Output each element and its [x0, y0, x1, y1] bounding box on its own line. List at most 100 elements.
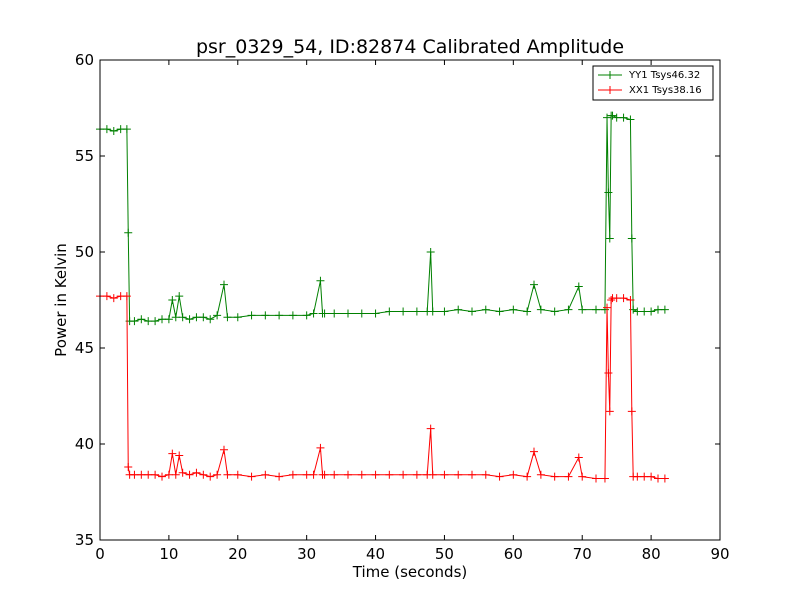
data-point-yy1 — [164, 315, 173, 324]
data-point-xx1 — [509, 470, 518, 479]
data-point-yy1 — [564, 305, 573, 314]
data-point-xx1 — [468, 470, 476, 479]
data-point-xx1 — [523, 472, 532, 481]
data-point-yy1 — [654, 305, 662, 314]
y-tick-label: 35 — [75, 531, 94, 549]
data-point-xx1 — [102, 292, 111, 301]
data-point-xx1 — [233, 470, 242, 479]
data-point-xx1 — [309, 470, 318, 479]
data-point-yy1 — [137, 315, 146, 324]
legend-marker-yy1 — [606, 71, 614, 79]
data-point-xx1 — [536, 470, 545, 479]
data-point-xx1 — [168, 449, 177, 458]
data-point-yy1 — [600, 305, 609, 314]
data-point-xx1 — [275, 472, 284, 481]
data-point-yy1 — [399, 307, 408, 316]
data-point-yy1 — [468, 307, 476, 316]
data-point-xx1 — [660, 474, 669, 483]
data-point-yy1 — [603, 113, 612, 122]
data-point-yy1 — [302, 311, 311, 320]
data-point-xx1 — [223, 470, 232, 479]
y-tick-label: 60 — [75, 51, 94, 69]
data-point-yy1 — [130, 317, 139, 326]
data-point-yy1 — [357, 309, 366, 318]
data-point-xx1 — [199, 470, 208, 479]
y-tick-label: 55 — [75, 147, 94, 165]
data-point-yy1 — [316, 276, 325, 285]
data-point-xx1 — [605, 407, 614, 416]
data-point-xx1 — [175, 451, 184, 460]
data-point-xx1 — [206, 472, 215, 481]
data-point-xx1 — [633, 472, 642, 481]
data-point-yy1 — [344, 309, 352, 318]
series-line-yy1 — [100, 115, 665, 322]
data-point-xx1 — [626, 296, 635, 304]
data-point-xx1 — [151, 470, 160, 479]
data-point-xx1 — [530, 447, 538, 456]
data-point-yy1 — [185, 315, 194, 324]
y-tick-label: 40 — [75, 435, 94, 453]
data-point-yy1 — [640, 307, 649, 316]
data-point-xx1 — [640, 472, 649, 481]
data-point-yy1 — [275, 311, 284, 320]
data-point-xx1 — [647, 472, 656, 481]
data-point-yy1 — [550, 307, 559, 316]
data-point-yy1 — [178, 313, 187, 322]
legend-marker-xx1 — [606, 86, 614, 94]
data-point-yy1 — [151, 317, 160, 326]
data-point-yy1 — [509, 305, 518, 314]
data-point-yy1 — [192, 313, 201, 322]
data-point-xx1 — [124, 463, 133, 472]
data-point-yy1 — [440, 307, 449, 316]
data-point-yy1 — [426, 248, 435, 256]
data-point-xx1 — [164, 470, 173, 479]
x-tick-label: 90 — [710, 545, 729, 563]
data-point-xx1 — [178, 468, 187, 477]
data-point-xx1 — [612, 294, 621, 303]
data-point-xx1 — [654, 474, 662, 483]
x-tick-label: 0 — [95, 545, 105, 563]
legend-box — [592, 65, 714, 101]
x-tick-label: 30 — [297, 545, 316, 563]
data-point-yy1 — [605, 234, 614, 243]
data-point-yy1 — [261, 311, 270, 320]
data-point-yy1 — [213, 311, 222, 320]
data-point-yy1 — [578, 305, 587, 314]
data-point-yy1 — [608, 111, 617, 120]
data-point-xx1 — [550, 472, 559, 481]
data-point-xx1 — [399, 470, 408, 479]
data-point-yy1 — [626, 115, 635, 124]
data-point-xx1 — [592, 474, 600, 483]
data-point-yy1 — [604, 188, 613, 197]
data-point-xx1 — [574, 453, 583, 462]
data-point-xx1 — [428, 470, 437, 479]
data-point-xx1 — [288, 470, 297, 479]
data-point-xx1 — [412, 470, 421, 479]
data-point-xx1 — [603, 303, 612, 312]
legend-label-yy1: YY1 Tsys46.32 — [628, 70, 700, 81]
data-point-xx1 — [302, 470, 311, 479]
data-point-yy1 — [220, 280, 228, 289]
data-point-yy1 — [158, 315, 166, 324]
data-point-yy1 — [574, 282, 583, 291]
data-point-yy1 — [199, 313, 208, 322]
x-tick-label: 20 — [228, 545, 247, 563]
legend: YY1 Tsys46.32 XX1 Tsys38.16 — [592, 65, 714, 101]
data-point-yy1 — [481, 305, 490, 314]
data-point-yy1 — [619, 113, 628, 122]
data-point-yy1 — [428, 307, 437, 316]
data-point-yy1 — [660, 305, 669, 314]
data-point-yy1 — [536, 305, 545, 314]
data-point-xx1 — [171, 470, 180, 479]
data-point-yy1 — [627, 234, 636, 243]
data-point-yy1 — [144, 317, 153, 326]
data-point-xx1 — [144, 470, 153, 479]
data-point-yy1 — [288, 311, 297, 320]
data-point-yy1 — [233, 313, 242, 322]
data-point-xx1 — [619, 294, 628, 303]
data-point-xx1 — [426, 424, 435, 433]
data-point-xx1 — [604, 368, 613, 377]
data-point-yy1 — [206, 315, 215, 324]
x-tick-label: 50 — [435, 545, 454, 563]
